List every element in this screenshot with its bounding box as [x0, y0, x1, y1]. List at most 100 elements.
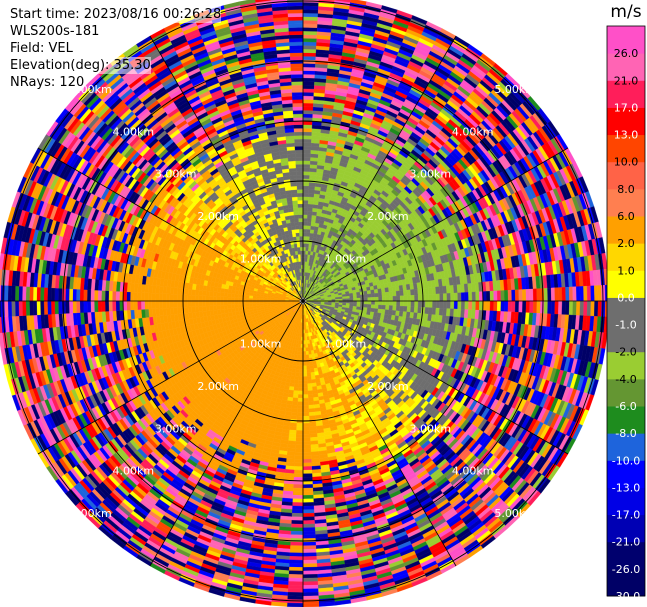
velocity-gate: [410, 289, 415, 296]
velocity-gate: [425, 300, 430, 308]
velocity-gate: [371, 297, 376, 302]
velocity-gate: [307, 210, 313, 216]
velocity-gate: [307, 397, 314, 402]
velocity-gate: [590, 285, 595, 302]
velocity-gate: [586, 300, 592, 317]
velocity-gate: [309, 368, 315, 373]
velocity-gate: [417, 300, 422, 308]
velocity-gate: [496, 300, 502, 312]
velocity-gate: [302, 20, 318, 25]
velocity-gate: [378, 292, 383, 298]
velocity-gate: [305, 347, 309, 352]
velocity-gate: [446, 293, 451, 302]
velocity-gate: [378, 300, 383, 306]
velocity-gate: [367, 297, 372, 302]
velocity-gate: [302, 419, 310, 424]
velocity-gate: [302, 444, 311, 449]
velocity-gate: [302, 138, 312, 143]
velocity-gate: [392, 295, 397, 302]
velocity-gate: [431, 307, 437, 316]
velocity-gate: [428, 294, 433, 302]
velocity-gate: [305, 243, 310, 248]
velocity-gate: [450, 300, 455, 310]
velocity-gate: [377, 288, 382, 294]
velocity-gate: [424, 287, 429, 295]
velocity-gate: [307, 390, 313, 395]
velocity-gate: [417, 294, 422, 302]
velocity-gate: [302, 361, 307, 366]
velocity-gate: [302, 448, 312, 453]
velocity-gate: [356, 291, 361, 296]
velocity-gate: [302, 99, 314, 104]
velocity-gate: [302, 84, 315, 90]
velocity-gate: [413, 306, 419, 314]
velocity-gate: [363, 297, 368, 302]
velocity-gate: [302, 92, 315, 97]
velocity-gate: [443, 300, 448, 309]
velocity-gate: [572, 300, 577, 316]
velocity-gate: [399, 290, 404, 297]
velocity-gate: [302, 59, 316, 64]
velocity-gate: [306, 376, 312, 381]
velocity-gate: [370, 289, 375, 295]
velocity-gate: [399, 305, 404, 312]
velocity-gate: [374, 292, 379, 298]
velocity-gate: [308, 411, 316, 417]
velocity-gate: [406, 289, 412, 296]
velocity-gate: [302, 437, 311, 442]
velocity-gate: [439, 300, 444, 309]
velocity-gate: [302, 433, 311, 438]
velocity-gate: [302, 243, 307, 248]
velocity-gate: [352, 292, 357, 296]
velocity-gate: [305, 350, 309, 356]
velocity-gate: [493, 300, 498, 312]
velocity-gate: [522, 289, 527, 302]
velocity-gate: [302, 174, 310, 179]
velocity-gate: [532, 288, 538, 302]
velocity-gate: [308, 415, 316, 420]
velocity-gate: [540, 300, 545, 314]
velocity-gate: [306, 372, 312, 377]
velocity-gate: [309, 175, 317, 180]
velocity-gate: [395, 290, 401, 297]
velocity-gate: [367, 304, 372, 309]
velocity-gate: [302, 390, 309, 395]
velocity-gate: [461, 300, 466, 310]
velocity-gate: [579, 300, 584, 316]
velocity-gate: [464, 300, 469, 310]
velocity-gate: [507, 289, 512, 302]
velocity-gate: [308, 354, 313, 359]
velocity-gate: [302, 228, 307, 233]
velocity-gate: [403, 295, 408, 302]
velocity-gate: [518, 300, 523, 313]
velocity-gate: [308, 350, 312, 355]
velocity-gate: [302, 207, 309, 212]
velocity-gate: [302, 430, 311, 435]
velocity-gate: [302, 383, 308, 388]
velocity-gate: [511, 300, 516, 313]
velocity-gate: [302, 182, 310, 187]
velocity-gate: [302, 200, 309, 205]
velocity-gate: [399, 295, 404, 302]
velocity-gate: [310, 371, 315, 377]
velocity-gate: [363, 304, 368, 308]
velocity-gate: [302, 189, 309, 194]
velocity-gate: [385, 291, 390, 297]
velocity-gate: [302, 70, 316, 75]
velocity-gate: [439, 293, 444, 302]
velocity-gate: [342, 296, 347, 300]
velocity-gate: [356, 294, 361, 299]
velocity-gate: [310, 375, 316, 380]
velocity-gate: [558, 287, 563, 302]
velocity-gate: [302, 77, 315, 82]
velocity-gate: [464, 292, 469, 302]
velocity-gate: [309, 429, 318, 435]
velocity-gate: [471, 300, 476, 311]
velocity-gate: [489, 300, 494, 312]
velocity-gate: [302, 178, 310, 183]
velocity-gate: [363, 300, 368, 305]
velocity-gate: [302, 88, 315, 93]
velocity-gate: [302, 441, 311, 446]
velocity-gate: [363, 290, 368, 295]
velocity-gate: [302, 376, 308, 381]
